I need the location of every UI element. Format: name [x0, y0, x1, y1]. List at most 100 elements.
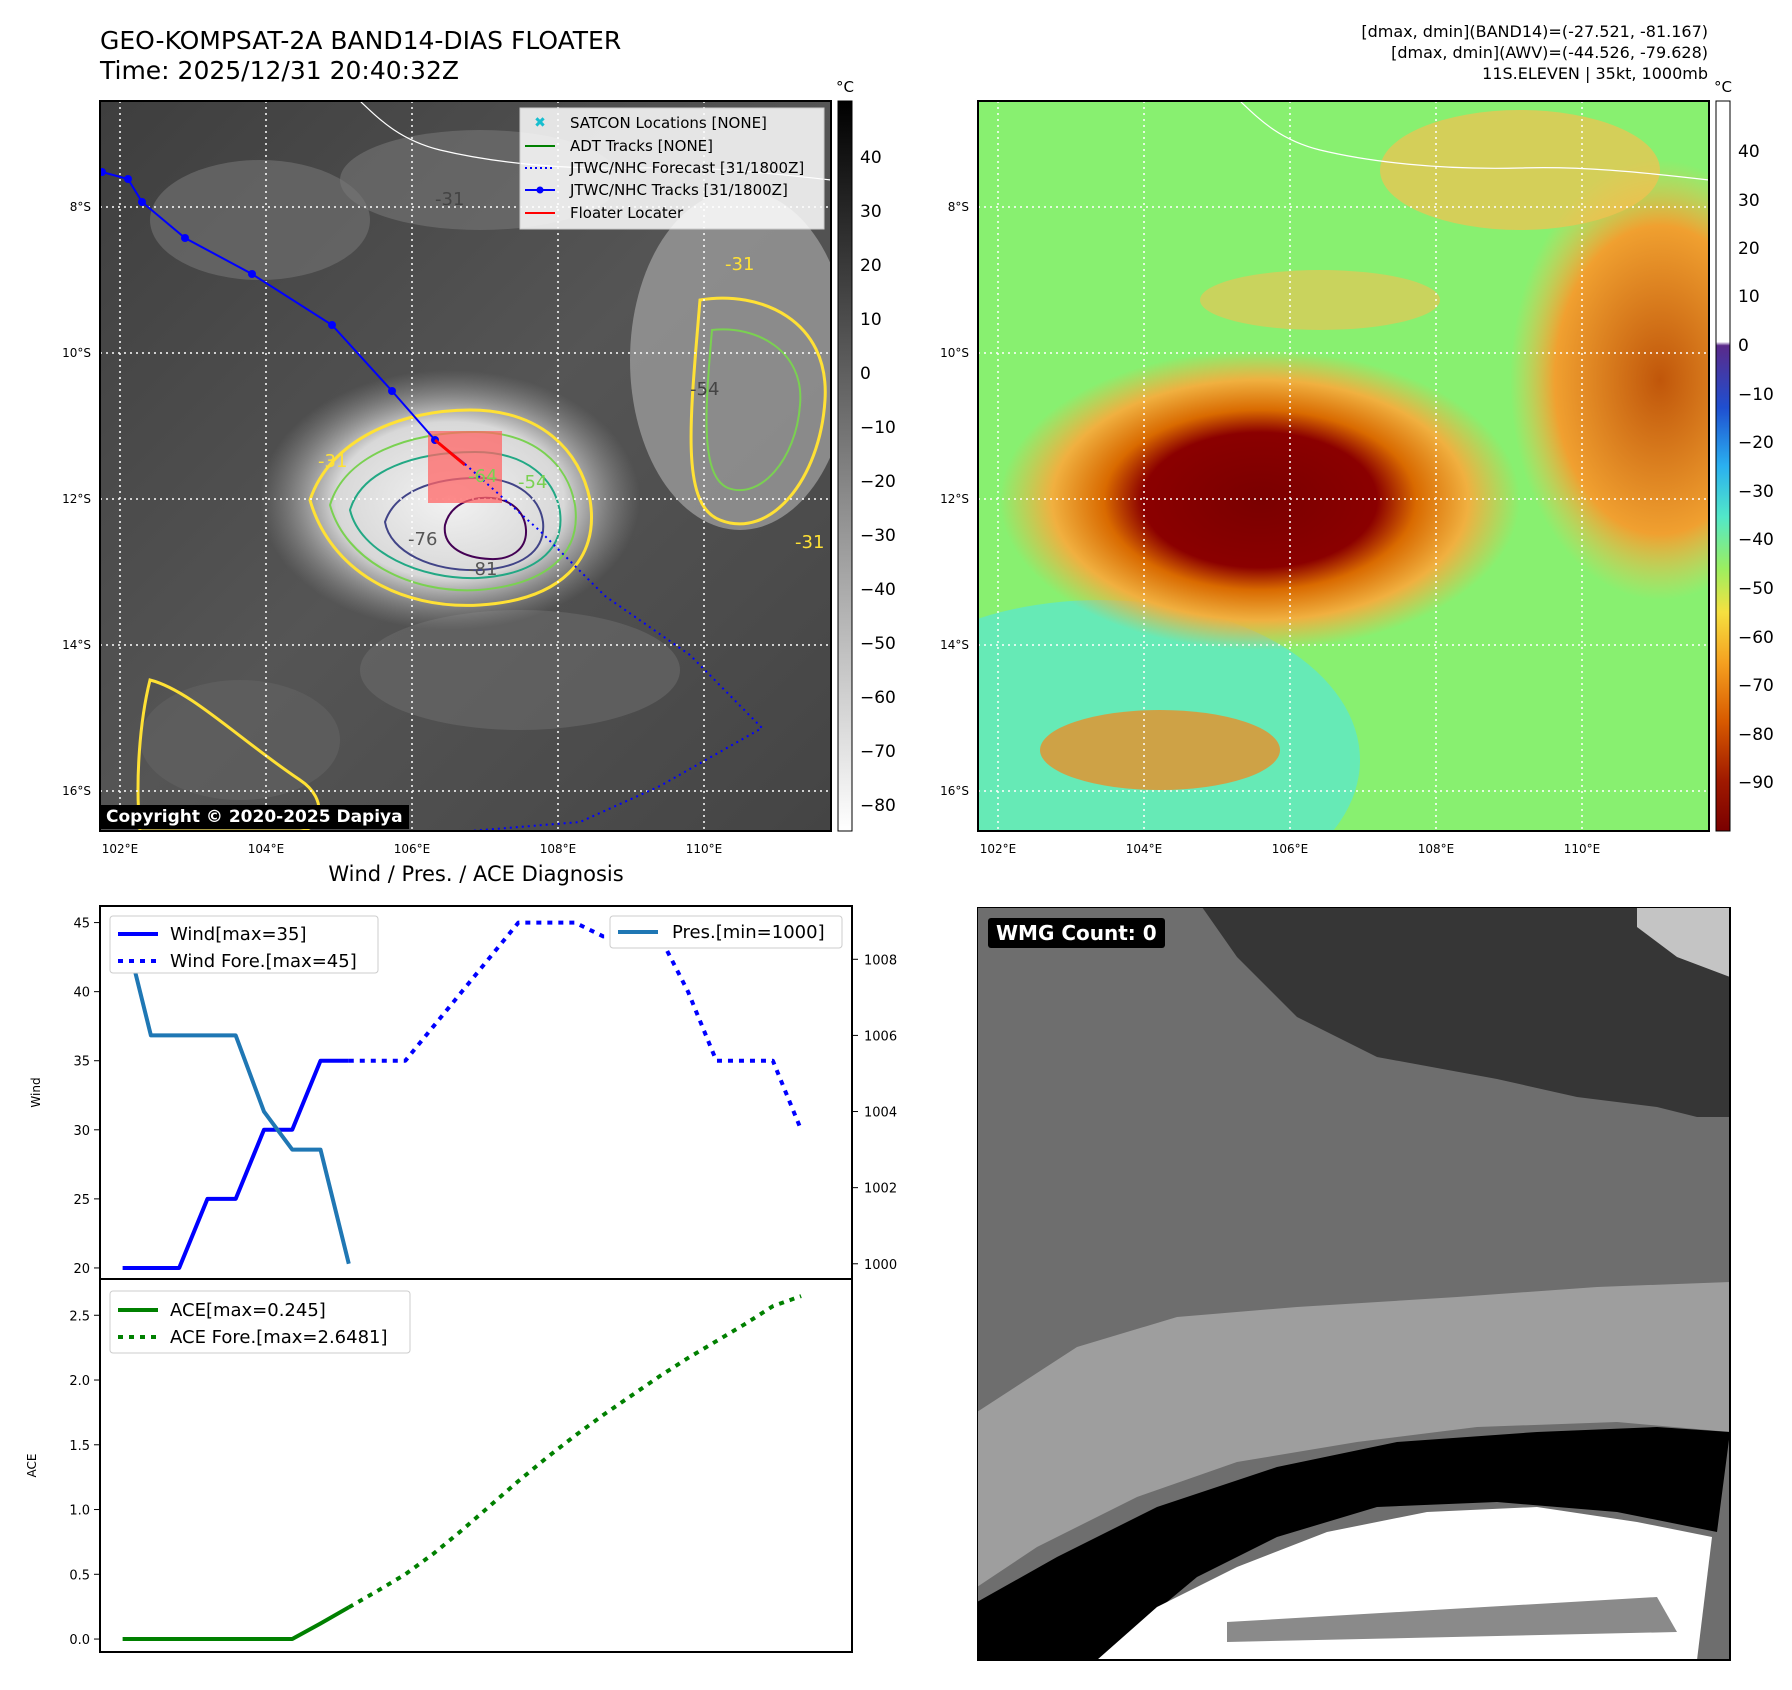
cbar-tick: 40: [860, 148, 882, 168]
y2-tick-label: 1002: [864, 1182, 897, 1197]
y-tick-label: 0.0: [69, 1633, 90, 1648]
contour-64: [348, 450, 562, 580]
awv-lon-labels: 102°E 104°E 106°E 108°E 110°E: [980, 842, 1601, 856]
wmg-dark-region: [1202, 907, 1730, 1117]
cbar-tick: −80: [860, 796, 896, 816]
legend-label: Pres.[min=1000]: [672, 922, 825, 943]
contour-label: -64: [468, 466, 497, 487]
contour-54: [328, 430, 577, 592]
y-tick-label: 1.0: [69, 1504, 90, 1519]
series-line: [120, 920, 351, 1265]
y2-tick-label: 1000: [864, 1258, 897, 1273]
cbar-tick: −50: [860, 634, 896, 654]
cbar-tick: 0: [860, 364, 871, 384]
lon-label: 102°E: [102, 842, 139, 856]
colorbar-unit: °C: [836, 78, 854, 96]
cbar-tick: −70: [860, 742, 896, 762]
legend-label: ADT Tracks [NONE]: [570, 137, 713, 155]
y2-tick-label: 1006: [864, 1029, 897, 1044]
ace-legend-box: [109, 1290, 411, 1354]
lon-label: 110°E: [1564, 842, 1601, 856]
contour-label: -54: [690, 379, 719, 400]
y-tick-label: 25: [73, 1193, 90, 1208]
wmg-panel: [977, 907, 1731, 1661]
diagnosis-chart: 20 25 30 35 40 45 1000 1002 1004 1006 1008 Wind Pres…: [25, 905, 897, 1653]
lon-label: 104°E: [248, 842, 285, 856]
jtwc-forecast-line: [464, 463, 764, 831]
cbar-tick: 40: [1738, 142, 1760, 162]
lon-label: 106°E: [1272, 842, 1309, 856]
cbar-tick: −60: [860, 688, 896, 708]
y-tick-label: 20: [73, 1262, 90, 1277]
awv-lat-labels: 8°S 10°S 12°S 14°S 16°S: [940, 200, 969, 798]
ace-axis-label: ACE: [25, 1454, 39, 1478]
figure-title: GEO-KOMPSAT-2A BAND14-DIAS FLOATER: [100, 26, 622, 55]
y2-tick-label: 1008: [864, 953, 897, 968]
lon-label: 106°E: [394, 842, 431, 856]
coastline: [1239, 101, 1709, 181]
contour-label: -31: [795, 532, 824, 553]
series-line: [122, 1605, 350, 1642]
y-tick-label: 35: [73, 1055, 90, 1070]
awv-colorbar-ticks: 40 30 20 10 0 −10 −20 −30 −40 −50 −60 −7…: [1738, 142, 1774, 793]
awv-grid: [978, 101, 1709, 831]
ir-frame: [99, 100, 832, 832]
awv-image: [978, 101, 1709, 831]
lat-label: 10°S: [62, 346, 91, 360]
wmg-count-badge: WMG Count: 0: [988, 918, 1165, 948]
ir-map-panel: -31 -54 -64 -76 -81 -54 -31 -31 -31 8°S …: [62, 78, 896, 856]
cbar-tick: −90: [1738, 773, 1774, 793]
lon-label: 102°E: [980, 842, 1017, 856]
cbar-tick: −80: [1738, 725, 1774, 745]
contour-label: -31: [435, 189, 464, 210]
contour-east: [689, 296, 827, 526]
lon-label: 104°E: [1126, 842, 1163, 856]
lat-label: 12°S: [940, 492, 969, 506]
wind-legend-box: [109, 915, 379, 974]
wind-axis-label: Wind: [29, 1077, 43, 1107]
cbar-tick: −50: [1738, 579, 1774, 599]
ace-panel: 0.0 0.5 1.0 1.5 2.0 2.5 ACE ACE[max=0.245] ACE F…: [25, 1278, 853, 1653]
wind-pressure-panel: 20 25 30 35 40 45 1000 1002 1004 1006 1008 Wind Pres…: [29, 905, 897, 1280]
contour-label: -54: [518, 472, 547, 493]
lon-label: 108°E: [540, 842, 577, 856]
floater-locater-line: [434, 438, 466, 467]
cbar-tick: 30: [860, 202, 882, 222]
y-tick-label: 40: [73, 986, 90, 1001]
series-line: [347, 1294, 802, 1610]
wmg-light-band: [977, 1282, 1730, 1587]
y-tick-label: 45: [73, 917, 90, 932]
legend-label: SATCON Locations [NONE]: [570, 114, 767, 132]
lat-label: 8°S: [70, 200, 91, 214]
diagnosis-title: Wind / Pres. / ACE Diagnosis: [328, 862, 624, 886]
lat-label: 14°S: [62, 638, 91, 652]
pressure-legend-box: [609, 915, 843, 949]
cbar-tick: −40: [860, 580, 896, 600]
awv-stat: [dmax, dmin](AWV)=(-44.526, -79.628): [1391, 43, 1708, 62]
lat-label: 16°S: [62, 784, 91, 798]
wmg-lightgrey-corner: [1637, 907, 1730, 977]
lat-label: 10°S: [940, 346, 969, 360]
cbar-tick: −10: [1738, 385, 1774, 405]
contour-label: -31: [318, 451, 347, 472]
legend-label: Wind Fore.[max=45]: [170, 951, 357, 972]
y-tick-label: 2.5: [69, 1309, 90, 1324]
contour-label: -76: [408, 529, 437, 550]
legend-label: JTWC/NHC Tracks [31/1800Z]: [569, 181, 788, 199]
awv-map-panel: 8°S 10°S 12°S 14°S 16°S 102°E 104°E 106°…: [940, 78, 1774, 856]
lat-label: 14°S: [940, 638, 969, 652]
wmg-grey-strip: [1227, 1597, 1677, 1642]
cbar-tick: 10: [1738, 287, 1760, 307]
ir-colorbar: [837, 100, 853, 832]
ir-contour-labels: -31 -54 -64 -76 -81 -54 -31 -31 -31: [318, 189, 824, 580]
cbar-tick: −30: [1738, 482, 1774, 502]
contour-label: -81: [468, 559, 497, 580]
cbar-tick: −10: [860, 418, 896, 438]
figure-timestamp: Time: 2025/12/31 20:40:32Z: [100, 56, 459, 85]
cbar-tick: −20: [860, 472, 896, 492]
lon-label: 108°E: [1418, 842, 1455, 856]
y2-tick-label: 1004: [864, 1106, 897, 1121]
lat-label: 16°S: [940, 784, 969, 798]
cbar-tick: 20: [1738, 239, 1760, 259]
cbar-tick: −40: [1738, 530, 1774, 550]
